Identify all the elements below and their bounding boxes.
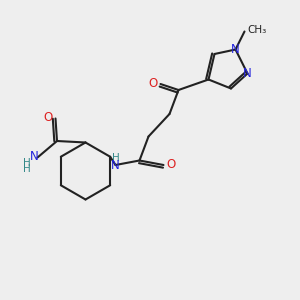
Text: O: O bbox=[148, 77, 157, 90]
Text: H: H bbox=[23, 158, 31, 168]
Text: CH₃: CH₃ bbox=[247, 25, 266, 35]
Text: N: N bbox=[231, 43, 240, 56]
Text: O: O bbox=[167, 158, 176, 171]
Text: H: H bbox=[23, 164, 31, 175]
Text: H: H bbox=[112, 153, 120, 164]
Text: N: N bbox=[243, 67, 252, 80]
Text: O: O bbox=[43, 111, 52, 124]
Text: N: N bbox=[110, 159, 119, 172]
Text: N: N bbox=[29, 150, 38, 163]
